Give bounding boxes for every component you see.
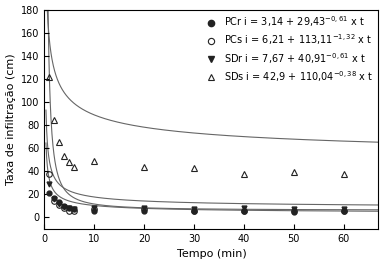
Legend: PCr i = 3,14 + 29,43$^{-0,61}$ x t, PCs i = 6,21 + 113,11$^{-1,32}$ x t, SDr i =: PCr i = 3,14 + 29,43$^{-0,61}$ x t, PCs …: [199, 12, 376, 86]
X-axis label: Tempo (min): Tempo (min): [177, 249, 246, 259]
Y-axis label: Taxa de infiltração (cm): Taxa de infiltração (cm): [5, 54, 16, 185]
